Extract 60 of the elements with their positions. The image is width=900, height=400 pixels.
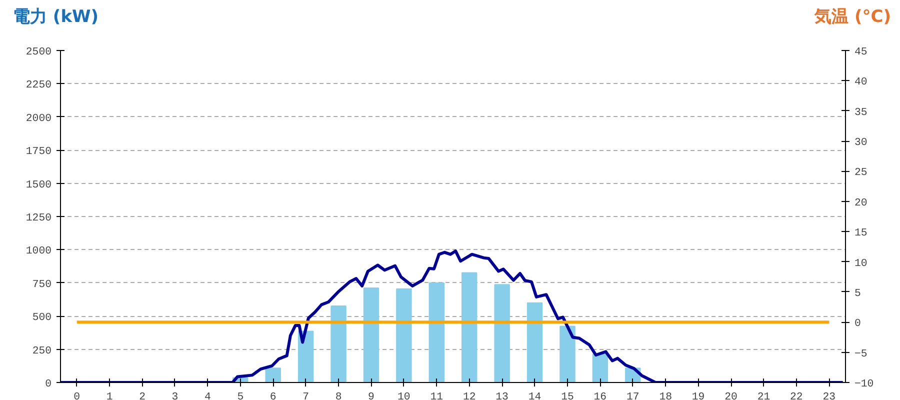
y-tick-label: 2000 [26,112,52,125]
y2-tick-label: 5 [854,288,861,300]
y-tick-label: 2500 [26,46,52,58]
y2-tick-label: 15 [854,228,868,240]
bar [330,306,346,382]
x-tick-label: 11 [430,392,444,400]
x-tick-label: 9 [368,392,374,400]
y-tick-label: 1250 [26,212,52,224]
y2-tick-label: 30 [854,137,868,150]
y-tick-label: 750 [32,278,52,291]
x-tick-label: 19 [692,392,705,400]
x-tick-label: 12 [462,392,476,400]
y2-tick-label: 20 [854,197,868,210]
x-tick-label: 4 [204,392,211,400]
y2-tick-label: 45 [854,46,868,58]
y2-tick-label: 0 [854,318,861,330]
y2-tick-label: 40 [854,76,868,89]
y-tick-label: 250 [32,345,52,358]
x-tick-label: 17 [626,392,640,400]
x-tick-label: 13 [496,392,508,400]
x-tick-label: 8 [335,392,342,400]
x-tick-label: 2 [139,392,146,400]
bar [560,326,576,382]
y-tick-label: 2250 [26,80,52,92]
y-tick-label: 1750 [26,146,52,158]
x-tick-label: 10 [398,392,410,400]
x-tick-label: 5 [237,392,244,400]
y2-tick-label: 25 [854,167,868,180]
y2-tick-label: −5 [854,348,868,360]
y2-axis-title: 気温 (°C) [814,6,892,29]
bar [396,288,412,382]
x-tick-label: 20 [724,392,738,400]
bar [428,282,445,382]
x-tick-label: 7 [302,392,310,400]
bar [526,302,543,382]
x-tick-label: 6 [270,392,276,400]
y2-tick-label: −10 [854,378,874,390]
x-tick-label: 14 [528,392,542,400]
bar [461,272,478,382]
bar [265,368,281,382]
y2-tick-label: 10 [854,258,868,270]
x-tick-label: 16 [594,392,607,400]
bar [363,287,380,382]
x-tick-label: 3 [172,392,178,400]
y-tick-label: 500 [32,312,52,324]
x-tick-label: 1 [106,392,113,400]
y-tick-label: 0 [45,378,52,390]
bar [298,330,314,382]
bar [592,354,608,382]
x-tick-label: 0 [74,392,80,400]
y-axis-title: 電力 (kW) [12,6,99,29]
x-tick-label: 18 [659,392,672,400]
x-tick-label: 15 [561,392,574,400]
y2-tick-label: 35 [854,106,868,119]
x-tick-label: 22 [790,392,803,400]
x-tick-label: 23 [822,392,836,400]
x-tick-label: 21 [757,392,770,400]
y-tick-label: 1500 [26,179,52,192]
y-tick-label: 1000 [26,246,52,258]
bar [494,284,510,382]
